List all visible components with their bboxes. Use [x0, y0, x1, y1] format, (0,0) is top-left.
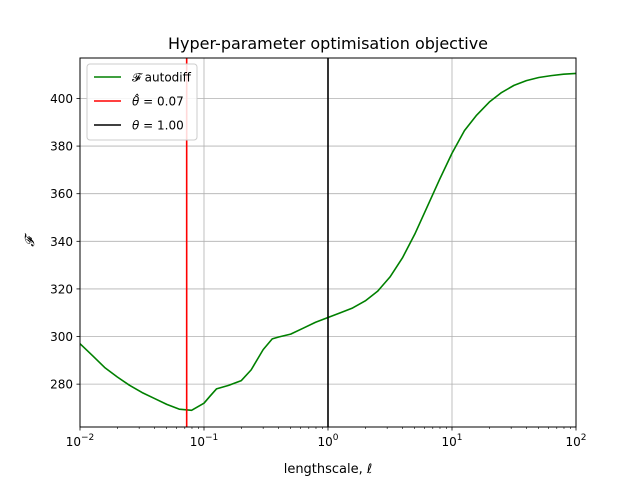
legend-label: θ = 1.00 — [132, 119, 184, 133]
legend: 𝓕 autodiff θ̂ = 0.07 θ = 1.00 — [86, 63, 198, 141]
x-tick-label: 100 — [317, 433, 338, 449]
legend-entry-theta: θ = 1.00 — [94, 119, 184, 133]
y-tick-label: 400 — [50, 92, 73, 106]
x-tick-label: 10−1 — [190, 433, 219, 449]
x-tick-label: 102 — [565, 433, 586, 449]
x-axis-label: lengthscale, ℓ — [284, 462, 373, 477]
x-tick-label: 101 — [441, 433, 462, 449]
y-axis-ticks: 280 300 320 340 360 380 400 — [50, 92, 80, 392]
x-axis-ticks: 10−2 10−1 100 101 102 — [66, 427, 587, 449]
y-tick-label: 300 — [50, 330, 73, 344]
y-tick-label: 380 — [50, 140, 73, 154]
legend-box — [86, 63, 198, 141]
y-axis-label: 𝓕 — [23, 233, 38, 247]
y-tick-label: 320 — [50, 282, 73, 296]
legend-entry-theta-hat: θ̂ = 0.07 — [94, 92, 184, 109]
legend-entry-autodiff: 𝓕 autodiff — [94, 71, 192, 85]
y-tick-label: 280 — [50, 378, 73, 392]
y-tick-label: 340 — [50, 235, 73, 249]
legend-label: θ̂ = 0.07 — [132, 92, 184, 108]
y-tick-label: 360 — [50, 187, 73, 201]
x-tick-label: 10−2 — [66, 433, 95, 449]
series-line-autodiff — [79, 72, 577, 412]
legend-label: 𝓕 autodiff — [132, 71, 192, 85]
chart-title: Hyper-parameter optimisation objective — [168, 34, 488, 53]
